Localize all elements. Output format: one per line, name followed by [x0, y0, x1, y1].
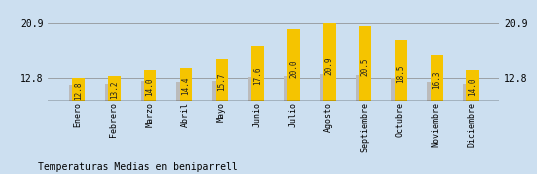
Bar [320, 74, 329, 165]
Text: 16.3: 16.3 [432, 71, 441, 89]
Bar [427, 82, 436, 165]
Bar [466, 70, 479, 165]
Bar [251, 46, 264, 165]
Bar [287, 29, 300, 165]
Bar [391, 78, 400, 165]
Bar [359, 26, 372, 165]
Text: 20.0: 20.0 [289, 60, 298, 78]
Text: 20.5: 20.5 [361, 58, 369, 77]
Bar [212, 81, 221, 165]
Bar [108, 76, 120, 165]
Bar [105, 84, 114, 165]
Bar [323, 23, 336, 165]
Text: 14.0: 14.0 [468, 78, 477, 96]
Bar [180, 68, 192, 165]
Bar [431, 55, 443, 165]
Text: 14.4: 14.4 [182, 77, 191, 95]
Bar [248, 77, 257, 165]
Bar [355, 75, 365, 165]
Text: 15.7: 15.7 [217, 73, 226, 91]
Text: 17.6: 17.6 [253, 67, 262, 85]
Text: 14.0: 14.0 [146, 78, 155, 96]
Text: 18.5: 18.5 [396, 64, 405, 83]
Bar [463, 84, 472, 165]
Bar [284, 76, 293, 165]
Bar [395, 40, 407, 165]
Bar [69, 85, 78, 165]
Bar [176, 82, 185, 165]
Text: 13.2: 13.2 [110, 80, 119, 99]
Text: 20.9: 20.9 [325, 57, 334, 75]
Text: Temperaturas Medias en beniparrell: Temperaturas Medias en beniparrell [38, 162, 237, 172]
Bar [144, 70, 156, 165]
Text: 12.8: 12.8 [74, 82, 83, 100]
Bar [215, 59, 228, 165]
Bar [72, 78, 85, 165]
Bar [141, 81, 149, 165]
